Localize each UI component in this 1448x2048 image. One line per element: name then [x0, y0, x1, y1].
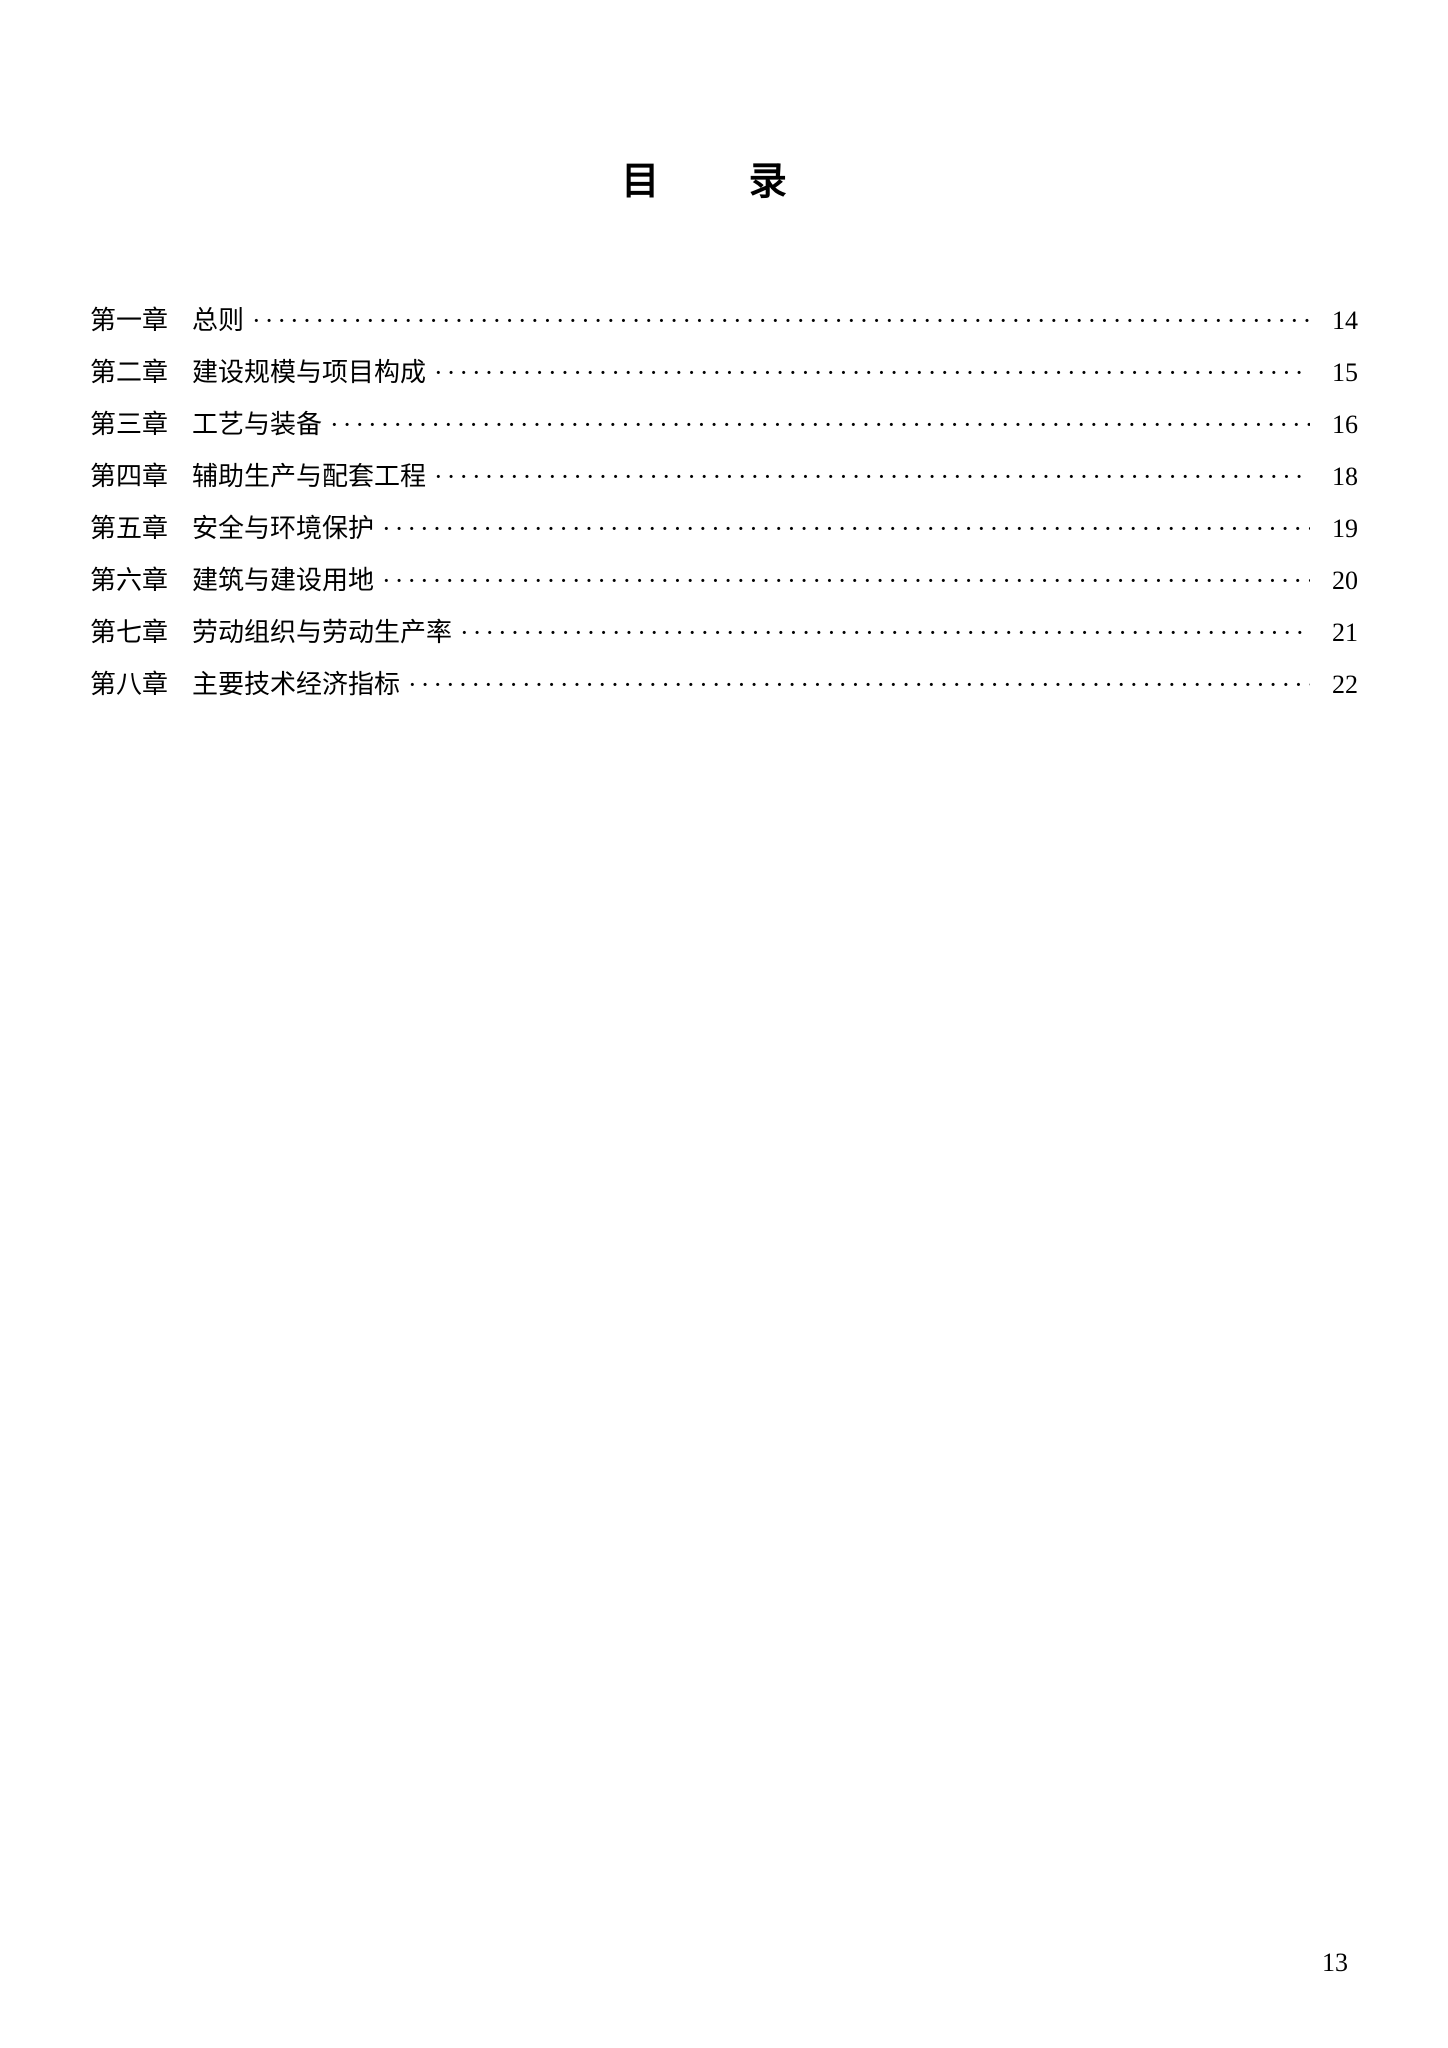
page-footer: 13: [1322, 1948, 1348, 1978]
page-number: 20: [1318, 555, 1358, 607]
page-number: 14: [1318, 295, 1358, 347]
leader-dots: [408, 659, 1310, 711]
chapter-title: 辅助生产与配套工程: [192, 451, 426, 503]
chapter-label: 第五章: [90, 503, 168, 555]
chapter-label: 第六章: [90, 555, 168, 607]
leader-dots: [460, 607, 1310, 659]
leader-dots: [434, 347, 1310, 399]
page-number: 15: [1318, 347, 1358, 399]
chapter-label: 第四章: [90, 451, 168, 503]
leader-dots: [434, 451, 1310, 503]
toc-entry: 第四章 辅助生产与配套工程 18: [90, 451, 1358, 503]
toc-entry: 第一章 总则 14: [90, 295, 1358, 347]
toc-entry: 第五章 安全与环境保护 19: [90, 503, 1358, 555]
leader-dots: [252, 295, 1310, 347]
toc-title: 目 录: [90, 150, 1358, 205]
chapter-title: 主要技术经济指标: [192, 659, 400, 711]
page-number: 21: [1318, 607, 1358, 659]
chapter-title: 总则: [192, 295, 244, 347]
toc-list: 第一章 总则 14 第二章 建设规模与项目构成 15 第三章 工艺与装备 16 …: [90, 295, 1358, 711]
chapter-label: 第七章: [90, 607, 168, 659]
page-number: 18: [1318, 451, 1358, 503]
chapter-label: 第一章: [90, 295, 168, 347]
toc-entry: 第三章 工艺与装备 16: [90, 399, 1358, 451]
chapter-label: 第二章: [90, 347, 168, 399]
chapter-label: 第三章: [90, 399, 168, 451]
chapter-title: 建设规模与项目构成: [192, 347, 426, 399]
leader-dots: [382, 503, 1310, 555]
chapter-title: 安全与环境保护: [192, 503, 374, 555]
toc-entry: 第二章 建设规模与项目构成 15: [90, 347, 1358, 399]
leader-dots: [330, 399, 1310, 451]
toc-entry: 第七章 劳动组织与劳动生产率 21: [90, 607, 1358, 659]
chapter-label: 第八章: [90, 659, 168, 711]
page-number: 22: [1318, 659, 1358, 711]
leader-dots: [382, 555, 1310, 607]
toc-entry: 第六章 建筑与建设用地 20: [90, 555, 1358, 607]
chapter-title: 工艺与装备: [192, 399, 322, 451]
toc-entry: 第八章 主要技术经济指标 22: [90, 659, 1358, 711]
page-number: 19: [1318, 503, 1358, 555]
page-container: 目 录 第一章 总则 14 第二章 建设规模与项目构成 15 第三章 工艺与装备…: [0, 0, 1448, 711]
page-number: 16: [1318, 399, 1358, 451]
chapter-title: 劳动组织与劳动生产率: [192, 607, 452, 659]
chapter-title: 建筑与建设用地: [192, 555, 374, 607]
